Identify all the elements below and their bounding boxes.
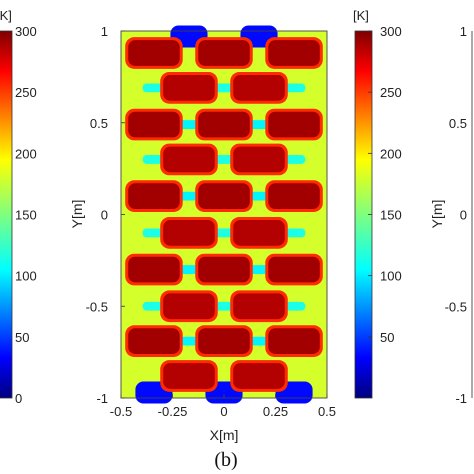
left-colorbar-tick-label: 150: [15, 208, 37, 223]
cool-spot: [282, 301, 306, 311]
right-y-tick-label: 0: [460, 208, 467, 223]
hot-spot: [268, 111, 320, 138]
cool-spot: [247, 191, 271, 201]
heatmap-panel: -0.5 -0.25 0 0.25 0.5 10.50-0.5-1 X[m] Y[m] …: [69, 24, 336, 471]
hot-spot: [198, 40, 250, 66]
cool-spot: [177, 265, 201, 274]
hot-spot: [128, 328, 180, 354]
y-axis-label: Y[m]: [69, 200, 85, 229]
hot-spot: [268, 40, 320, 66]
hot-spot: [128, 183, 180, 209]
cool-spot: [212, 155, 236, 164]
cool-spot: [142, 155, 166, 164]
hot-spot: [128, 111, 180, 138]
cool-spot: [142, 83, 166, 93]
y-tick-label: -1: [96, 391, 108, 406]
hot-spot: [163, 75, 215, 101]
colorbar-tick-label: 100: [380, 269, 402, 284]
hot-spot: [198, 111, 250, 138]
x-axis-ticks: -0.5 -0.25 0 0.25 0.5: [110, 394, 336, 419]
hot-spot: [163, 220, 215, 246]
right-panel-y-label: Y[m]: [429, 200, 445, 229]
left-colorbar-bar: [0, 30, 13, 399]
cool-spot: [247, 265, 271, 274]
hot-spot: [198, 328, 250, 354]
left-colorbar-tick-label: 100: [15, 269, 37, 284]
y-tick-label: 0: [101, 208, 108, 223]
main-colorbar-ticks: 300 250 200 150 100 50: [368, 24, 402, 345]
y-tick-label: -0.5: [86, 299, 108, 314]
left-colorbar-ticks: 300 250 200 150 100 50 0: [15, 24, 37, 406]
right-y-tick-label: -1: [455, 391, 467, 406]
y-tick-label: 0.5: [90, 116, 108, 131]
right-y-tick-label: -0.5: [445, 299, 467, 314]
cool-spot: [282, 228, 306, 238]
cool-spot: [247, 120, 271, 129]
y-tick-label: 1: [101, 24, 108, 39]
hot-spot: [163, 146, 215, 173]
main-colorbar: [K] 300 250 200 150 100 50: [353, 8, 402, 399]
hot-spot: [163, 363, 215, 389]
x-tick-label: 0: [220, 404, 227, 419]
left-colorbar: [K] 300 250 200 150 100 50 0: [0, 8, 37, 406]
panel-caption: (b): [214, 449, 237, 471]
right-y-tick-label: 0.5: [449, 116, 467, 131]
hot-spot: [233, 75, 285, 101]
left-colorbar-tick-label: 0: [15, 391, 22, 406]
hot-spot: [233, 293, 285, 320]
colorbar-tick-label: 200: [380, 146, 402, 161]
hot-spot: [233, 220, 285, 246]
x-tick-label: -0.5: [110, 404, 132, 419]
cool-spot: [212, 301, 236, 311]
hot-spot: [198, 256, 250, 283]
cool-spot: [282, 83, 306, 93]
heatmap-field: [121, 25, 327, 404]
cool-spot: [177, 336, 201, 346]
x-tick-label: 0.25: [263, 404, 288, 419]
cool-spot: [282, 155, 306, 164]
x-axis-label: X[m]: [210, 427, 239, 443]
main-colorbar-unit: [K]: [353, 8, 369, 23]
hot-spot: [268, 256, 320, 283]
cool-spot: [212, 83, 236, 93]
hot-spot: [128, 40, 180, 66]
right-panel-y-ticks: 1 0.5 0 -0.5 -1: [445, 24, 467, 406]
y-axis-ticks: 1 0.5 0 -0.5 -1: [86, 24, 125, 406]
hot-spot: [233, 146, 285, 173]
right-panel-axis: Y[m] 1 0.5 0 -0.5 -1: [429, 24, 473, 406]
cool-spot: [212, 228, 236, 238]
left-colorbar-tick-label: 50: [15, 330, 29, 345]
hot-spot: [128, 256, 180, 283]
cool-spot: [247, 336, 271, 346]
left-colorbar-tick-label: 200: [15, 146, 37, 161]
hot-spot: [163, 293, 215, 320]
left-colorbar-unit: [K]: [0, 8, 12, 23]
right-y-tick-label: 1: [460, 24, 467, 39]
left-colorbar-tick-label: 300: [15, 24, 37, 39]
cool-spot: [142, 228, 166, 238]
colorbar-tick-label: 250: [380, 85, 402, 100]
left-colorbar-tick-label: 250: [15, 85, 37, 100]
cool-spot: [177, 191, 201, 201]
hot-spot: [268, 328, 320, 354]
hot-spot: [233, 363, 285, 389]
hot-spot: [268, 183, 320, 209]
cool-spot: [177, 120, 201, 129]
cool-spot: [142, 301, 166, 311]
hot-spot: [198, 183, 250, 209]
colorbar-tick-label: 300: [380, 24, 402, 39]
x-tick-label: 0.5: [318, 404, 336, 419]
colorbar-tick-label: 50: [380, 330, 394, 345]
colorbar-tick-label: 150: [380, 208, 402, 223]
x-tick-label: -0.25: [158, 404, 188, 419]
